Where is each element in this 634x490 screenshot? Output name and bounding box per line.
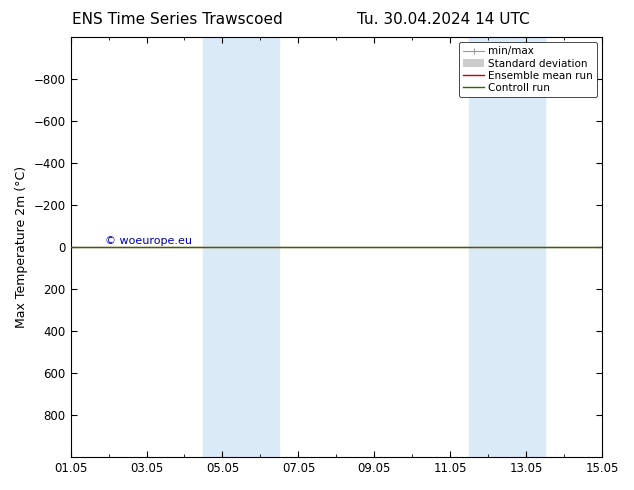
- Bar: [242, 37, 280, 457]
- Bar: [204, 37, 242, 457]
- Text: Tu. 30.04.2024 14 UTC: Tu. 30.04.2024 14 UTC: [358, 12, 530, 27]
- Text: ENS Time Series Trawscoed: ENS Time Series Trawscoed: [72, 12, 283, 27]
- Bar: [507, 37, 545, 457]
- Bar: [469, 37, 507, 457]
- Text: © woeurope.eu: © woeurope.eu: [105, 236, 192, 246]
- Legend: min/max, Standard deviation, Ensemble mean run, Controll run: min/max, Standard deviation, Ensemble me…: [459, 42, 597, 97]
- Y-axis label: Max Temperature 2m (°C): Max Temperature 2m (°C): [15, 166, 28, 328]
